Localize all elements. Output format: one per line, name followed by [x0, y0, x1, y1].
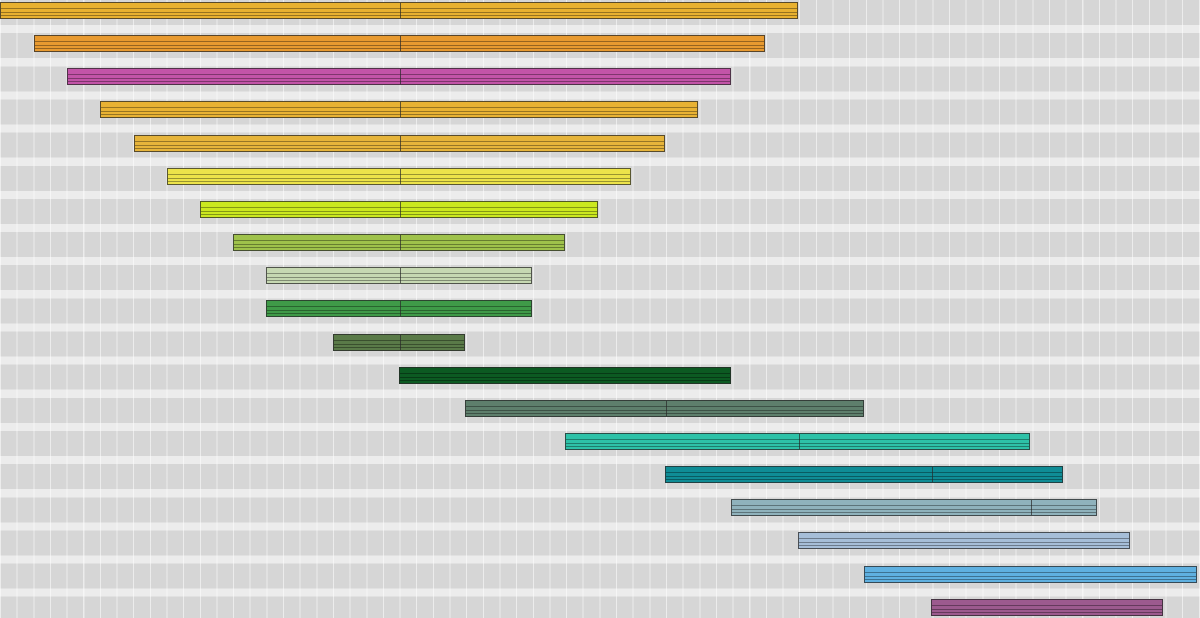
clip-stripe	[135, 144, 664, 146]
clip-stripe	[666, 476, 1062, 478]
clip-stripe	[799, 542, 1129, 544]
clip-stripe	[68, 78, 730, 80]
clip-stripe	[135, 140, 664, 142]
clip-stripe	[168, 173, 630, 175]
clip-stripe	[666, 479, 1062, 481]
clip-split-marker	[400, 3, 401, 18]
clip-stripe	[35, 41, 764, 43]
clip-stripe	[932, 608, 1162, 610]
clip-stripe	[101, 114, 697, 116]
clip-split-marker	[1031, 500, 1032, 516]
track-clip[interactable]	[100, 101, 698, 119]
track-clip[interactable]	[565, 432, 1030, 450]
clip-stripe	[267, 306, 531, 308]
clip-stripe	[334, 339, 464, 341]
clip-stripe	[1, 8, 797, 9]
clip-split-marker	[400, 36, 401, 52]
clip-split-marker	[400, 135, 401, 151]
track-clip[interactable]	[67, 68, 731, 86]
clip-stripe	[466, 412, 863, 414]
clip-stripe	[201, 213, 597, 215]
clip-split-marker	[799, 433, 800, 449]
clip-split-marker	[400, 301, 401, 317]
clip-stripe	[168, 177, 630, 179]
track-clip[interactable]	[665, 466, 1063, 484]
clip-split-marker	[400, 69, 401, 85]
track-clip[interactable]	[167, 167, 631, 185]
clip-stripe	[334, 346, 464, 348]
clip-stripe	[234, 247, 564, 249]
track-clip[interactable]	[266, 267, 532, 285]
clip-stripe	[865, 571, 1196, 573]
track-clip[interactable]	[931, 598, 1163, 616]
clip-stripe	[267, 310, 531, 312]
clip-stripe	[400, 379, 730, 381]
clip-stripe	[35, 45, 764, 47]
clip-stripe	[101, 107, 697, 109]
clip-split-marker	[666, 400, 667, 416]
clip-stripe	[865, 578, 1196, 580]
clip-stripe	[201, 206, 597, 208]
clip-stripe	[234, 240, 564, 242]
clip-split-marker	[400, 168, 401, 184]
clip-split-marker	[400, 235, 401, 251]
clip-stripe	[566, 438, 1029, 440]
clip-stripe	[466, 409, 863, 411]
clip-split-marker	[400, 102, 401, 118]
track-clip[interactable]	[134, 134, 665, 152]
track-clip[interactable]	[266, 300, 532, 318]
clip-stripe	[267, 313, 531, 315]
track-clip[interactable]	[731, 499, 1097, 517]
track-clip[interactable]	[465, 399, 864, 417]
clip-split-marker	[400, 268, 401, 284]
clip-stripe	[732, 512, 1096, 514]
clip-stripe	[865, 575, 1196, 577]
clip-stripe	[267, 273, 531, 275]
clip-stripe	[68, 74, 730, 76]
clip-stripe	[1, 15, 797, 16]
track-clip[interactable]	[798, 532, 1130, 550]
clip-stripe	[101, 111, 697, 113]
clip-stripe	[566, 445, 1029, 447]
clip-stripe	[400, 376, 730, 378]
clip-stripe	[234, 244, 564, 246]
clip-stripe	[267, 277, 531, 279]
clip-stripe	[201, 210, 597, 212]
clip-split-marker	[932, 467, 933, 483]
track-clip[interactable]	[233, 234, 565, 252]
track-clip[interactable]	[864, 565, 1197, 583]
clip-stripe	[732, 509, 1096, 511]
clip-split-marker	[400, 201, 401, 217]
clip-stripe	[932, 611, 1162, 613]
clip-split-marker	[400, 334, 401, 350]
clip-stripe	[799, 545, 1129, 547]
clip-stripe	[35, 48, 764, 50]
clip-stripe	[799, 538, 1129, 540]
clip-stripe	[666, 472, 1062, 474]
clip-stripe	[68, 81, 730, 83]
clip-stripe	[566, 442, 1029, 444]
clip-stripe	[932, 604, 1162, 606]
track-clip[interactable]	[399, 366, 731, 384]
clip-stripe	[168, 180, 630, 182]
clip-stripe	[135, 147, 664, 149]
clip-stripe	[400, 372, 730, 374]
track-clip[interactable]	[200, 200, 598, 218]
clip-stripe	[267, 280, 531, 282]
clip-stripe	[1, 12, 797, 13]
track-clip[interactable]	[333, 333, 465, 351]
clip-stripe	[466, 405, 863, 407]
track-clip[interactable]	[0, 2, 798, 19]
clip-stripe	[732, 505, 1096, 507]
clip-stripe	[334, 343, 464, 345]
track-clip[interactable]	[34, 35, 765, 53]
